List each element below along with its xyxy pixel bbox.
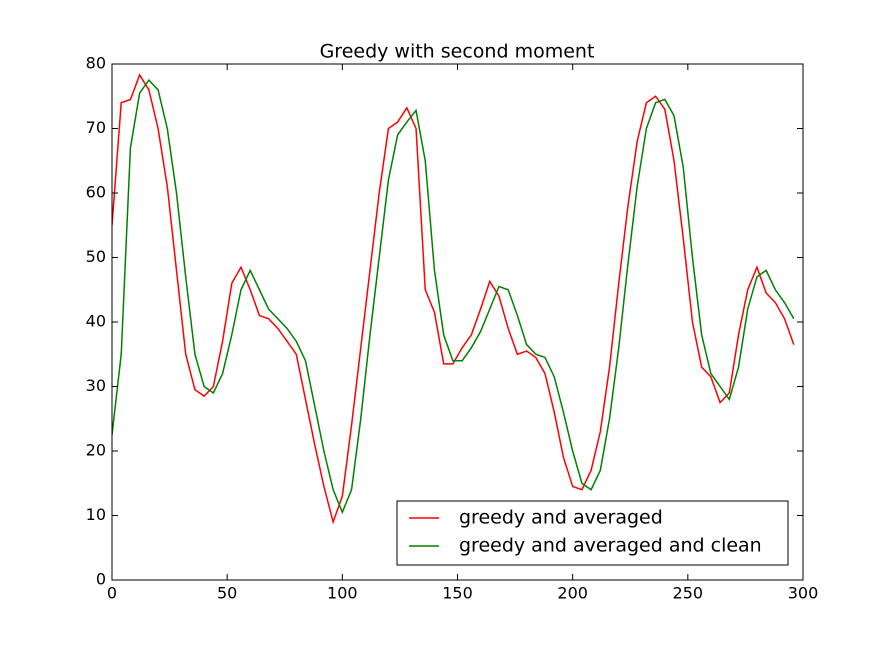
legend-box [396,500,789,566]
y-tick-label: 20 [86,441,106,460]
legend-label: greedy and averaged [459,507,663,529]
series-line [112,73,795,525]
x-tick-label: 300 [788,584,819,603]
y-tick-label: 70 [86,118,106,137]
y-tick-label: 0 [96,570,106,589]
x-tick-label: 150 [442,584,473,603]
x-tick-label: 50 [217,584,237,603]
chart-title: Greedy with second moment [320,41,595,63]
series-line [112,78,795,515]
y-tick-label: 40 [86,312,106,331]
y-tick-label: 80 [86,54,106,73]
legend-label: greedy and averaged and clean [459,535,762,557]
x-tick-label: 200 [557,584,588,603]
x-tick-label: 250 [673,584,704,603]
legend: greedy and averaged greedy and averaged a… [396,500,789,566]
x-tick-label: 100 [327,584,358,603]
y-tick-label: 30 [86,376,106,395]
x-tick-label: 0 [107,584,117,603]
y-tick-label: 10 [86,505,106,524]
y-tick-label: 50 [86,247,106,266]
y-tick-label: 60 [86,183,106,202]
